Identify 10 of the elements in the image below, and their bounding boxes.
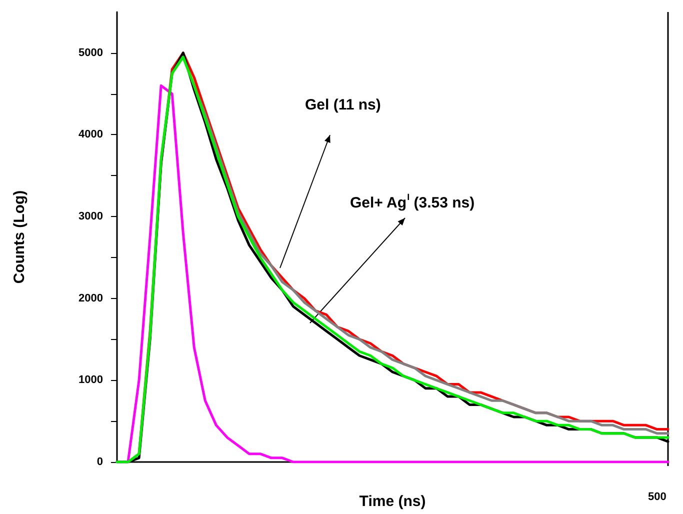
- y-tick-label: 0: [96, 456, 103, 468]
- x-axis-title: Time (ns): [359, 493, 426, 510]
- text: 500: [648, 491, 666, 503]
- y-tick-label: 3000: [78, 210, 103, 223]
- annotation: Gel (11 ns): [305, 96, 381, 114]
- y-tick-label: 5000: [78, 46, 103, 59]
- y-tick-label: 1000: [78, 374, 103, 386]
- y-axis-title: Counts (Log): [11, 190, 28, 284]
- y-tick-label: 4000: [78, 128, 103, 141]
- y-tick-label: 2000: [78, 292, 103, 304]
